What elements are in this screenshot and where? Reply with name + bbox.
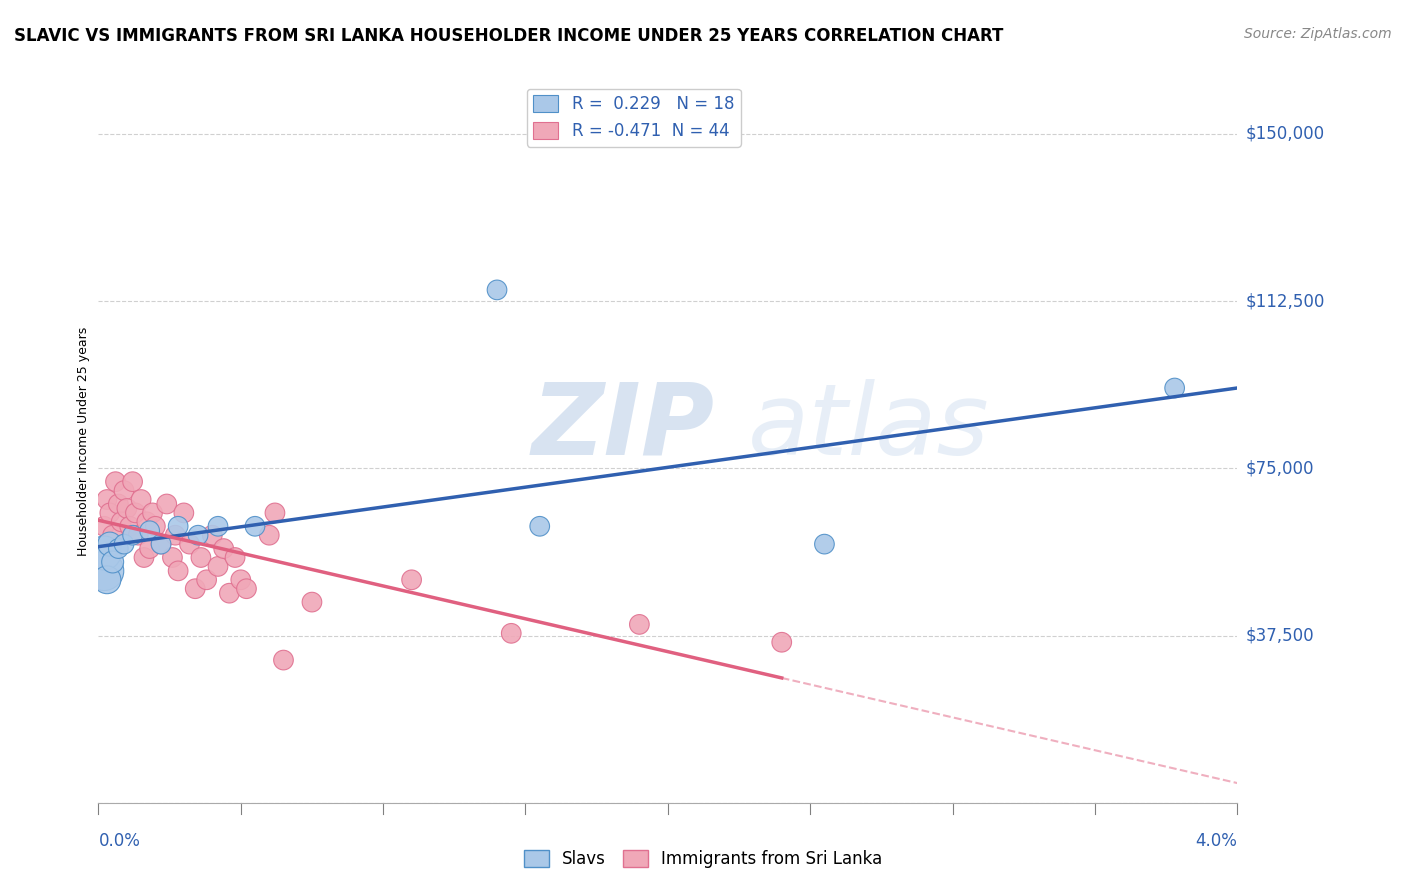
Point: [93, 519, 115, 533]
Point: [145, 519, 167, 533]
Point: [127, 528, 149, 542]
Point: [264, 506, 287, 520]
Point: [121, 475, 143, 489]
Point: [162, 550, 184, 565]
Point: [529, 519, 551, 533]
Text: ZIP: ZIP: [531, 378, 714, 475]
Point: [98, 506, 121, 520]
Text: $112,500: $112,500: [1246, 292, 1324, 310]
Point: [141, 506, 163, 520]
Point: [167, 519, 190, 533]
Point: [628, 617, 651, 632]
Point: [118, 519, 141, 533]
Point: [201, 528, 224, 542]
Point: [150, 537, 173, 551]
Point: [770, 635, 793, 649]
Point: [112, 537, 135, 551]
Point: [190, 550, 212, 565]
Point: [150, 537, 173, 551]
Point: [98, 537, 121, 551]
Point: [121, 528, 143, 542]
Point: [156, 497, 179, 511]
Point: [138, 524, 160, 538]
Point: [167, 564, 190, 578]
Point: [115, 501, 138, 516]
Point: [501, 626, 523, 640]
Legend: Slavs, Immigrants from Sri Lanka: Slavs, Immigrants from Sri Lanka: [517, 843, 889, 875]
Point: [401, 573, 423, 587]
Point: [132, 550, 155, 565]
Point: [486, 283, 509, 297]
Point: [235, 582, 257, 596]
Text: $37,500: $37,500: [1246, 626, 1315, 645]
Text: atlas: atlas: [748, 378, 990, 475]
Point: [112, 483, 135, 498]
Point: [101, 528, 124, 542]
Y-axis label: Householder Income Under 25 years: Householder Income Under 25 years: [77, 326, 90, 557]
Point: [96, 492, 118, 507]
Point: [96, 573, 118, 587]
Point: [101, 555, 124, 569]
Point: [1163, 381, 1185, 395]
Point: [243, 519, 266, 533]
Point: [187, 528, 209, 542]
Point: [135, 515, 157, 529]
Point: [218, 586, 240, 600]
Point: [110, 515, 132, 529]
Point: [813, 537, 835, 551]
Text: Source: ZipAtlas.com: Source: ZipAtlas.com: [1244, 27, 1392, 41]
Text: 0.0%: 0.0%: [98, 831, 141, 850]
Point: [259, 528, 281, 542]
Text: $75,000: $75,000: [1246, 459, 1315, 477]
Legend: R =  0.229   N = 18, R = -0.471  N = 44: R = 0.229 N = 18, R = -0.471 N = 44: [527, 88, 741, 146]
Point: [184, 582, 207, 596]
Point: [104, 475, 127, 489]
Text: $150,000: $150,000: [1246, 125, 1324, 143]
Point: [273, 653, 295, 667]
Point: [93, 564, 115, 578]
Point: [179, 537, 201, 551]
Point: [207, 559, 229, 574]
Point: [212, 541, 235, 556]
Point: [107, 497, 129, 511]
Point: [224, 550, 246, 565]
Text: SLAVIC VS IMMIGRANTS FROM SRI LANKA HOUSEHOLDER INCOME UNDER 25 YEARS CORRELATIO: SLAVIC VS IMMIGRANTS FROM SRI LANKA HOUS…: [14, 27, 1004, 45]
Point: [124, 506, 146, 520]
Point: [107, 541, 129, 556]
Point: [195, 573, 218, 587]
Point: [301, 595, 323, 609]
Point: [229, 573, 252, 587]
Point: [129, 492, 152, 507]
Text: 4.0%: 4.0%: [1195, 831, 1237, 850]
Point: [138, 541, 160, 556]
Point: [165, 528, 187, 542]
Point: [207, 519, 229, 533]
Point: [173, 506, 195, 520]
Point: [93, 546, 115, 560]
